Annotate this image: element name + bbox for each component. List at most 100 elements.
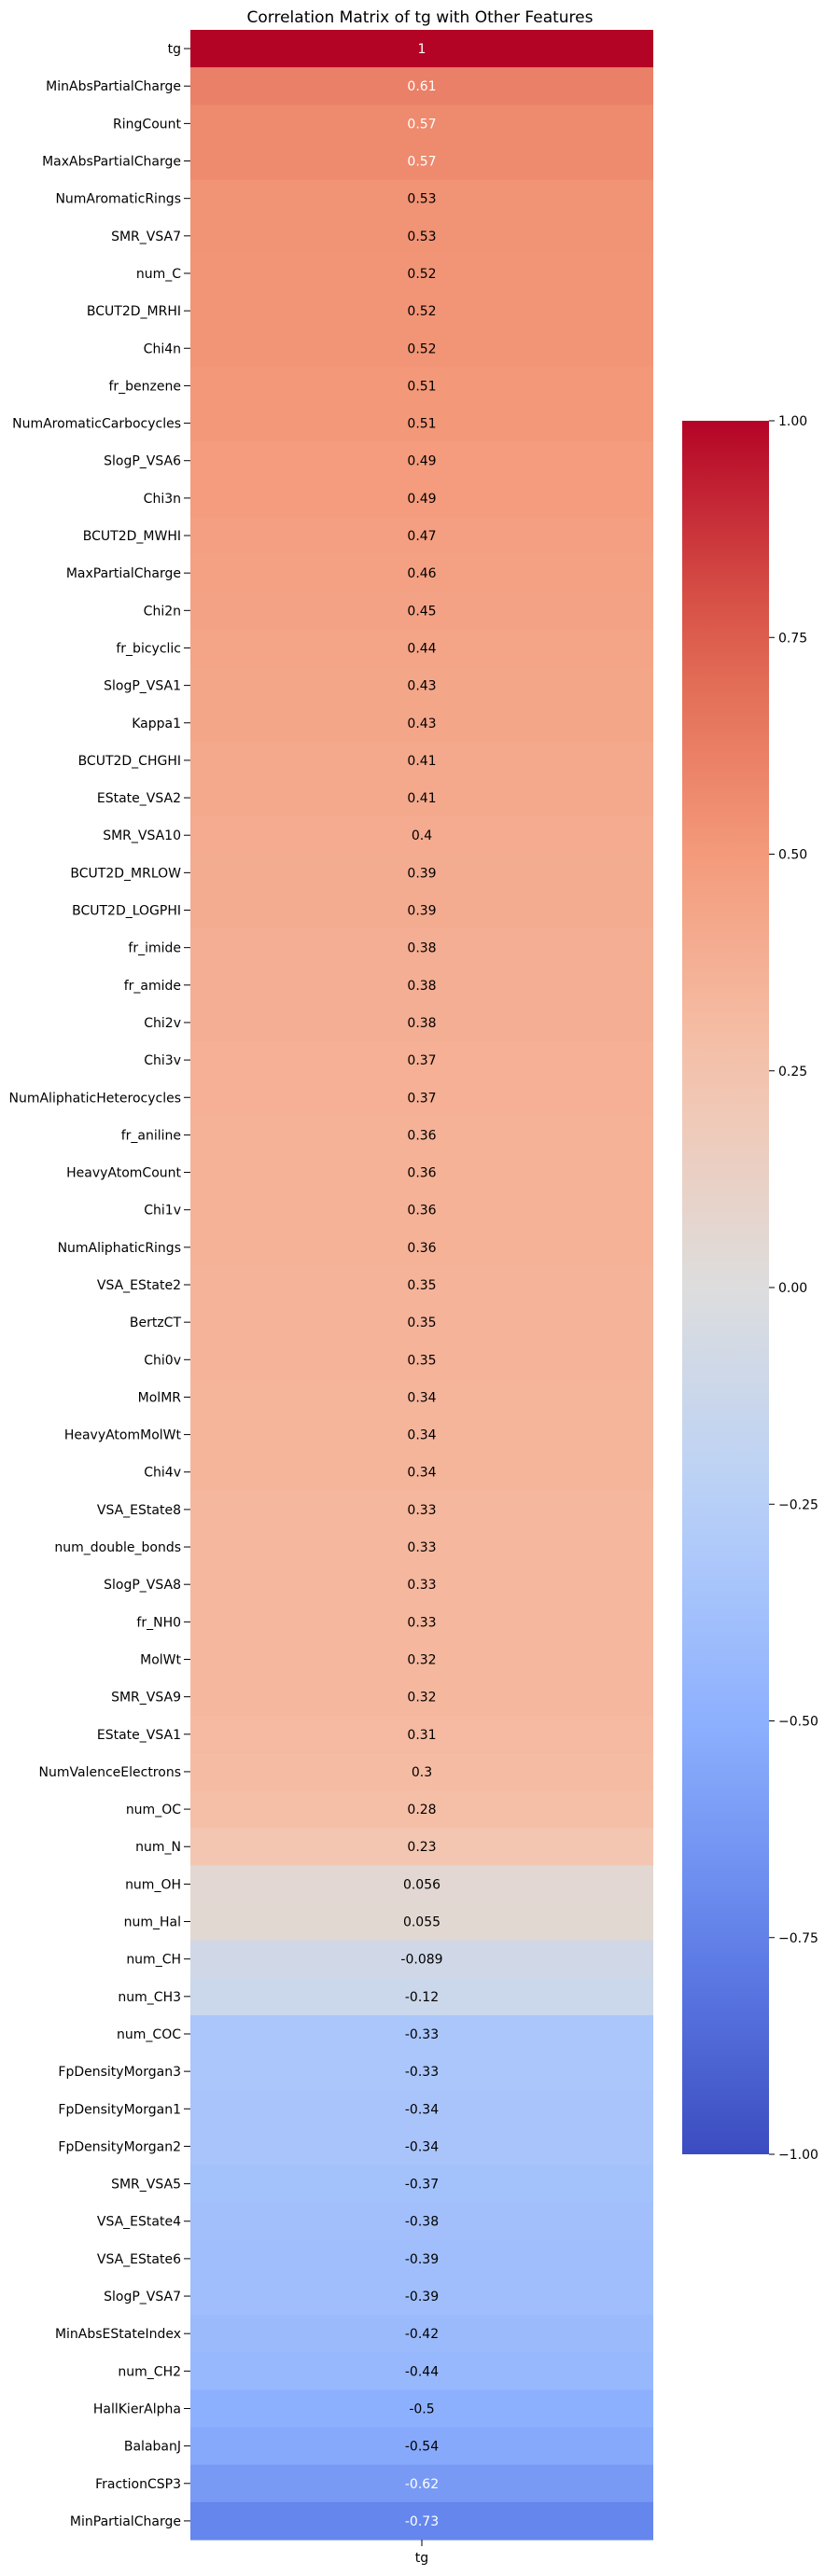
row-label-fr-nh0: fr_NH0 [136, 1615, 181, 1630]
row-label-vsa-estate2: VSA_EState2 [97, 1278, 181, 1293]
cell-value-label: 0.32 [407, 1652, 436, 1667]
row-label-slogp-vsa1: SlogP_VSA1 [104, 679, 181, 694]
cell-value-label: 0.31 [407, 1728, 436, 1743]
heatmap-cell-chi2v [190, 1003, 653, 1042]
cell-value-label: 0.38 [407, 1016, 436, 1031]
row-label-maxpartialcharge: MaxPartialCharge [66, 566, 181, 581]
heatmap-cells: 1 0.61 0.57 0.57 0.53 0.53 0.52 0.52 0.52 0.51 0.5… [190, 30, 653, 2541]
row-labels: tg MinAbsPartialCharge RingCount MaxAbsPart… [9, 42, 190, 2529]
row-label-chi2n: Chi2n [144, 604, 181, 619]
heatmap-cell-slogp-vsa7 [190, 2277, 653, 2316]
cell-value-label: 0.23 [407, 1840, 436, 1855]
heatmap-cell-bcut2d-mrlow [190, 854, 653, 893]
heatmap-cell-chi4v [190, 1453, 653, 1492]
chart-title: Correlation Matrix of tg with Other Feat… [247, 8, 594, 27]
row-label-smr-vsa10: SMR_VSA10 [103, 828, 181, 843]
heatmap-cell-numaromaticrings [190, 179, 653, 218]
row-label-numvalenceelectrons: NumValenceElectrons [39, 1765, 181, 1780]
heatmap-cell-fr-imide [190, 928, 653, 968]
cell-value-label: 0.53 [407, 230, 436, 244]
cell-value-label: 0.57 [407, 117, 436, 132]
heatmap-cell-num-double-bonds [190, 1527, 653, 1566]
row-label-bcut2d-mwhi: BCUT2D_MWHI [83, 529, 181, 544]
cell-value-label: -0.5 [409, 2402, 434, 2416]
cell-value-label: 0.51 [407, 379, 436, 394]
row-label-smr-vsa9: SMR_VSA9 [111, 1691, 181, 1706]
heatmap-cell-num-n [190, 1828, 653, 1866]
cell-value-label: -0.089 [400, 1953, 442, 1968]
heatmap-cell-chi1v [190, 1191, 653, 1230]
row-label-minabspartialcharge: MinAbsPartialCharge [46, 79, 181, 94]
row-label-smr-vsa5: SMR_VSA5 [111, 2178, 181, 2193]
heatmap-cell-chi0v [190, 1341, 653, 1379]
row-label-estate-vsa1: EState_VSA1 [97, 1728, 181, 1743]
row-label-smr-vsa7: SMR_VSA7 [111, 230, 181, 244]
cell-value-label: -0.39 [405, 2290, 439, 2304]
row-label-numaromaticrings: NumAromaticRings [55, 192, 181, 207]
colorbar-tick-label: −0.50 [778, 1715, 818, 1730]
row-label-fpdensitymorgan2: FpDensityMorgan2 [58, 2139, 181, 2154]
row-label-bcut2d-mrlow: BCUT2D_MRLOW [70, 866, 181, 881]
column-label-tg: tg [415, 2551, 428, 2566]
colorbar-tick-label: −0.25 [778, 1497, 818, 1512]
cell-value-label: 0.49 [407, 492, 436, 507]
heatmap-cell-minpartialcharge [190, 2501, 653, 2541]
row-label-estate-vsa2: EState_VSA2 [97, 791, 181, 806]
cell-value-label: 0.45 [407, 604, 436, 619]
cell-value-label: 0.3 [412, 1765, 432, 1780]
row-label-chi3v: Chi3v [144, 1053, 181, 1068]
heatmap-cell-minabspartialcharge [190, 67, 653, 105]
row-label-balabanj: BalabanJ [124, 2440, 181, 2455]
heatmap-cell-heavyatommolwt [190, 1415, 653, 1455]
heatmap-cell-num-hal [190, 1902, 653, 1942]
row-label-chi4n: Chi4n [144, 341, 181, 356]
cell-value-label: -0.33 [405, 2065, 439, 2080]
row-label-fractioncsp3: FractionCSP3 [95, 2477, 181, 2492]
row-label-slogp-vsa7: SlogP_VSA7 [104, 2290, 181, 2304]
row-label-num-double-bonds: num_double_bonds [54, 1540, 181, 1555]
heatmap-cell-heavyatomcount [190, 1153, 653, 1192]
heatmap-cell-chi4n [190, 329, 653, 368]
row-label-bcut2d-chghi: BCUT2D_CHGHI [78, 754, 181, 769]
heatmap-cell-num-coc [190, 2014, 653, 2054]
row-label-numaliphaticrings: NumAliphaticRings [58, 1241, 181, 1256]
row-label-chi1v: Chi1v [144, 1204, 181, 1218]
row-label-slogp-vsa8: SlogP_VSA8 [104, 1578, 181, 1593]
heatmap-cell-fr-benzene [190, 367, 653, 406]
row-label-chi0v: Chi0v [144, 1353, 181, 1368]
cell-value-label: 0.36 [407, 1241, 436, 1256]
row-label-num-c: num_C [136, 267, 181, 282]
cell-value-label: 0.52 [407, 304, 436, 319]
cell-value-label: 0.35 [407, 1316, 436, 1330]
heatmap-cell-maxpartialcharge [190, 554, 653, 592]
heatmap-cell-vsa-estate8 [190, 1490, 653, 1529]
heatmap-cell-minabsestateindex [190, 2315, 653, 2353]
cell-value-label: 0.46 [407, 566, 436, 581]
heatmap-cell-tg [190, 30, 653, 68]
row-label-numaromaticcarbocycles: NumAromaticCarbocycles [12, 417, 181, 432]
row-label-num-oh: num_OH [125, 1877, 181, 1892]
row-label-chi2v: Chi2v [144, 1016, 181, 1031]
row-label-bertzct: BertzCT [130, 1316, 182, 1330]
row-label-hallkieralpha: HallKierAlpha [93, 2402, 181, 2416]
cell-value-label: 0.47 [407, 529, 436, 544]
row-label-bcut2d-logphi: BCUT2D_LOGPHI [72, 904, 181, 919]
colorbar-tick-label: 0.00 [778, 1281, 807, 1296]
cell-value-label: 0.35 [407, 1353, 436, 1368]
row-label-num-ch2: num_CH2 [118, 2364, 181, 2379]
heatmap-cell-molmr [190, 1378, 653, 1417]
cell-value-label: 0.39 [407, 904, 436, 919]
row-label-kappa1: Kappa1 [132, 717, 181, 731]
heatmap-cell-kappa1 [190, 703, 653, 743]
cell-value-label: -0.34 [405, 2102, 439, 2117]
cell-value-label: 0.37 [407, 1053, 436, 1068]
heatmap-cell-fr-nh0 [190, 1603, 653, 1642]
cell-value-label: 1 [418, 42, 426, 57]
cell-value-label: -0.44 [405, 2364, 439, 2379]
cell-value-label: -0.62 [405, 2477, 439, 2492]
cell-value-label: -0.39 [405, 2252, 439, 2267]
row-label-tg: tg [168, 42, 181, 57]
row-label-chi4v: Chi4v [144, 1466, 181, 1481]
cell-value-label: 0.52 [407, 267, 436, 282]
colorbar-ticks: 1.00 0.75 0.50 0.25 0.00 −0.25 −0.50 −0.75 −1.00 [769, 414, 818, 2163]
